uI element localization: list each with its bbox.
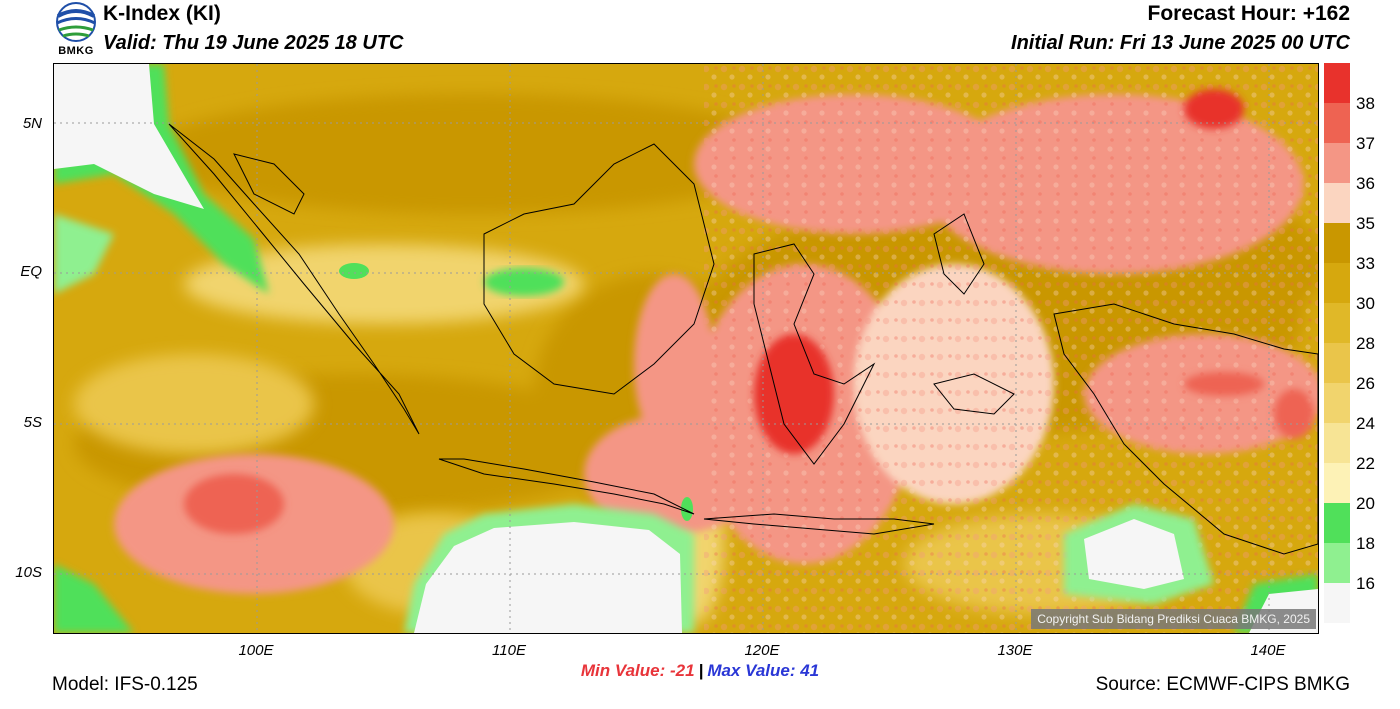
map-canvas: [54, 64, 1318, 633]
borneo-outline: [483, 143, 715, 395]
nusa-tenggara-outline: [703, 513, 935, 535]
colorbar-swatch: [1324, 583, 1350, 623]
colorbar-swatch: [1324, 63, 1350, 103]
lon-label-110e: 110E: [492, 642, 526, 659]
colorbar-swatch: [1324, 143, 1350, 183]
lat-label-10s: 10S: [15, 564, 42, 581]
lon-label-100e: 100E: [238, 642, 274, 659]
graticule: [54, 64, 1318, 633]
value-stats: Min Value: -21 | Max Value: 41: [0, 661, 1400, 681]
colorbar-tick-label: 16: [1356, 574, 1375, 593]
java-outline: [438, 458, 695, 515]
colorbar: [1324, 63, 1350, 623]
colorbar-tick-label: 22: [1356, 454, 1375, 473]
model-name: Model: IFS-0.125: [52, 674, 198, 695]
colorbar-tick-label: 30: [1356, 294, 1375, 313]
colorbar-swatch: [1324, 183, 1350, 223]
sulawesi-outline: [753, 243, 876, 465]
colorbar-swatch: [1324, 463, 1350, 503]
colorbar-swatch: [1324, 103, 1350, 143]
colorbar-tick-label: 20: [1356, 494, 1375, 513]
colorbar-swatch: [1324, 343, 1350, 383]
colorbar-tick-label: 18: [1356, 534, 1375, 553]
lon-label-140e: 140E: [1250, 642, 1286, 659]
initial-run: Initial Run: Fri 13 June 2025 00 UTC: [1011, 32, 1350, 54]
malaya-outline: [233, 153, 305, 215]
k-index-map: [53, 63, 1319, 634]
lon-label-130e: 130E: [997, 642, 1033, 659]
papua-outline: [1053, 303, 1318, 555]
lat-label-5s: 5S: [23, 414, 42, 431]
colorbar-tick-label: 38: [1356, 94, 1375, 113]
max-value: Max Value: 41: [707, 661, 820, 680]
stats-separator: |: [698, 661, 704, 680]
data-source: Source: ECMWF-CIPS BMKG: [1095, 674, 1350, 695]
map-title: K-Index (KI): [103, 2, 221, 25]
maluku-outline: [933, 373, 1015, 415]
forecast-hour: Forecast Hour: +162: [1147, 2, 1351, 25]
copyright-notice: Copyright Sub Bidang Prediksi Cuaca BMKG…: [1031, 609, 1316, 629]
colorbar-swatch: [1324, 423, 1350, 463]
colorbar-swatch: [1324, 223, 1350, 263]
colorbar-swatch: [1324, 383, 1350, 423]
colorbar-tick-label: 28: [1356, 334, 1375, 353]
lon-label-120e: 120E: [744, 642, 780, 659]
colorbar-swatch: [1324, 543, 1350, 583]
min-value: Min Value: -21: [580, 661, 695, 680]
low-ki-regions: [54, 64, 1318, 633]
colorbar-swatch: [1324, 503, 1350, 543]
bmkg-logo: BMKG: [52, 2, 100, 58]
colorbar-tick-label: 24: [1356, 414, 1375, 433]
colorbar-tick-label: 26: [1356, 374, 1375, 393]
coastlines: [168, 123, 1318, 555]
bmkg-logo-icon: [56, 2, 96, 42]
colorbar-tick-label: 35: [1356, 214, 1375, 233]
colorbar-tick-label: 33: [1356, 254, 1375, 273]
lat-label-eq: EQ: [20, 263, 42, 280]
colorbar-tick-label: 37: [1356, 134, 1375, 153]
lat-label-5n: 5N: [22, 115, 42, 132]
colorbar-tick-label: 36: [1356, 174, 1375, 193]
logo-text: BMKG: [58, 45, 94, 57]
colorbar-swatch: [1324, 263, 1350, 303]
halmahera-outline: [933, 213, 985, 295]
colorbar-swatch: [1324, 303, 1350, 343]
sumatra-outline: [168, 123, 420, 435]
valid-time: Valid: Thu 19 June 2025 18 UTC: [103, 32, 404, 54]
